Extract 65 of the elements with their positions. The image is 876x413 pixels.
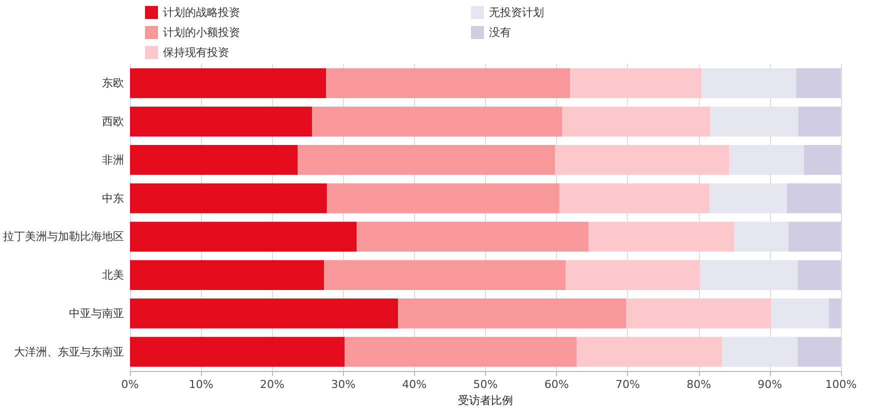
y-tick-label: 西欧	[102, 115, 124, 128]
bar	[626, 298, 772, 328]
y-tick-label: 中东	[102, 192, 124, 205]
bar	[562, 106, 710, 137]
bar	[566, 260, 700, 290]
bar	[356, 222, 589, 252]
x-tick-label: 70%	[615, 378, 640, 391]
x-tick-label: 80%	[686, 378, 712, 391]
x-tick-label: 90%	[758, 378, 782, 391]
bar	[298, 144, 556, 175]
legend-label: 无投资计划	[489, 6, 544, 19]
bar	[130, 68, 326, 98]
x-tick-label: 40%	[402, 378, 427, 391]
bar	[709, 183, 787, 214]
legend-label: 没有	[489, 26, 511, 39]
bar	[576, 336, 722, 367]
bar	[326, 183, 560, 214]
bar	[130, 144, 298, 175]
y-tick-label: 拉丁美洲与加勒比海地区	[3, 230, 124, 244]
bar	[555, 144, 730, 175]
y-tick-label: 大洋洲、东亚与东南亚	[14, 345, 124, 358]
bar	[722, 336, 798, 367]
bar	[771, 298, 829, 328]
bar	[324, 260, 566, 290]
bar	[734, 222, 788, 252]
legend-label: 保持现有投资	[163, 46, 229, 59]
legend-label: 计划的战略投资	[163, 6, 240, 19]
legend-label: 计划的小额投资	[163, 26, 240, 39]
bar	[798, 336, 841, 367]
y-tick-label: 非洲	[102, 153, 124, 166]
bar	[130, 222, 357, 252]
x-tick-label: 60%	[544, 378, 569, 391]
bar	[398, 298, 626, 328]
bar	[326, 68, 570, 98]
bar	[798, 260, 841, 290]
x-tick-label: 100%	[825, 378, 857, 391]
x-tick-label: 50%	[473, 378, 498, 391]
bar	[312, 106, 562, 137]
y-tick-label: 中亚与南亚	[69, 306, 124, 320]
bar	[786, 183, 841, 214]
bar	[130, 336, 345, 367]
bar	[130, 106, 312, 137]
bar	[710, 106, 798, 137]
bar	[804, 144, 841, 175]
x-tick-label: 20%	[260, 378, 284, 391]
bar	[798, 106, 841, 137]
bar	[700, 260, 798, 290]
y-tick-label: 北美	[102, 268, 124, 282]
bar	[828, 298, 841, 328]
bar	[588, 222, 734, 252]
bar	[796, 68, 841, 98]
bar	[130, 260, 324, 290]
bar	[344, 336, 577, 367]
x-axis-title: 受访者比例	[458, 394, 513, 407]
y-tick-label: 东欧	[102, 76, 124, 90]
bar	[788, 222, 841, 252]
x-tick-label: 10%	[188, 378, 214, 391]
bar	[130, 183, 327, 214]
bar	[729, 144, 804, 175]
bar	[559, 183, 710, 214]
x-tick-label: 0%	[121, 378, 139, 391]
bar	[702, 68, 796, 98]
bar	[130, 298, 398, 328]
x-tick-label: 30%	[331, 378, 356, 391]
bar	[570, 68, 702, 98]
